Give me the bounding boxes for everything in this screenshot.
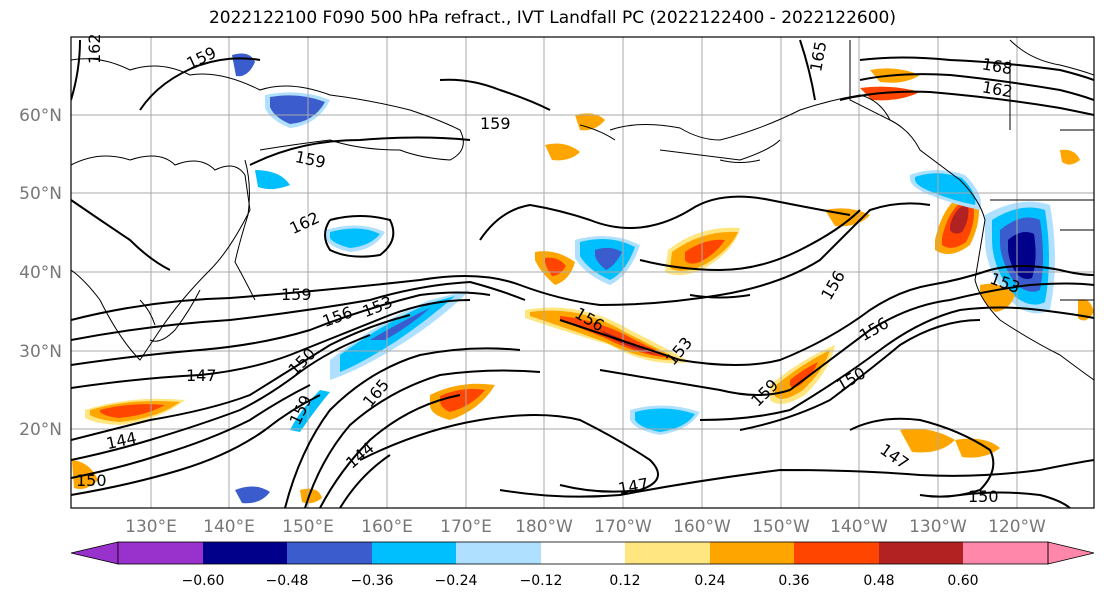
- colorbar-bin: [541, 542, 625, 564]
- colorbar-bin: [963, 542, 1048, 564]
- colorbar-bin: [625, 542, 710, 564]
- colorbar-tick: −0.36: [351, 573, 394, 589]
- lon-label: 140°E: [203, 517, 255, 537]
- contour-label: 147: [617, 474, 650, 498]
- colorbar-tick: 0.48: [863, 573, 894, 589]
- longitude-labels: 130°E 140°E 150°E 160°E 170°E 180°W 170°…: [125, 517, 1046, 537]
- map-title: 2022122100 F090 500 hPa refract., IVT La…: [208, 8, 896, 28]
- lon-label: 140°W: [830, 517, 888, 537]
- colorbar-bin: [879, 542, 963, 564]
- graticule: [71, 37, 1094, 508]
- lon-label: 160°W: [673, 517, 731, 537]
- lat-label: 50°N: [19, 184, 62, 204]
- contour-label: 162: [287, 208, 323, 238]
- colorbar-bin: [710, 542, 794, 564]
- lon-label: 120°W: [988, 517, 1046, 537]
- contour-label: 159: [480, 114, 511, 133]
- colorbar-bin: [118, 542, 203, 564]
- contour-label: 150: [968, 487, 999, 506]
- lat-label: 40°N: [19, 263, 62, 283]
- refractivity-contours: [71, 39, 1094, 508]
- colorbar-low-extend: [70, 541, 119, 565]
- lat-label: 60°N: [19, 106, 62, 126]
- lon-label: 170°E: [440, 517, 492, 537]
- colorbar-bin: [287, 542, 372, 564]
- contour-label: 156: [817, 267, 849, 303]
- contour-label: 150: [833, 363, 869, 395]
- contour-label: 150: [76, 471, 107, 490]
- colorbar-bin: [456, 542, 541, 564]
- contour-label: 159: [184, 43, 220, 73]
- contour-label: 165: [806, 40, 830, 73]
- colorbar-bin: [794, 542, 879, 564]
- contour-label: 153: [662, 333, 696, 369]
- lon-label: 170°W: [594, 517, 652, 537]
- anomaly-shading: [72, 53, 1094, 504]
- lon-label: 150°W: [752, 517, 810, 537]
- colorbar-high-extend: [1047, 541, 1095, 565]
- lon-label: 130°E: [125, 517, 177, 537]
- lon-label: 180°W: [515, 517, 573, 537]
- colorbar-tick: 0.24: [694, 573, 725, 589]
- map-frame: [70, 36, 1095, 509]
- contour-label: 168: [981, 54, 1014, 78]
- colorbar-tick: 0.36: [778, 573, 809, 589]
- contour-label: 159: [281, 285, 312, 304]
- contour-label: 153: [360, 292, 395, 321]
- colorbar-bin: [372, 542, 456, 564]
- coastlines: [71, 39, 1094, 381]
- colorbar-tick: −0.48: [266, 573, 309, 589]
- colorbar-tick: −0.24: [435, 573, 478, 589]
- colorbar-tick: −0.60: [182, 573, 225, 589]
- colorbar-bin: [203, 542, 287, 564]
- latitude-labels: 60°N 50°N 40°N 30°N 20°N: [19, 106, 62, 440]
- contour-label: 156: [856, 313, 892, 345]
- colorbar: −0.60 −0.48 −0.36 −0.24 −0.12 0.12 0.24 …: [70, 541, 1095, 589]
- colorbar-tick: 0.60: [947, 573, 978, 589]
- lon-label: 130°W: [909, 517, 967, 537]
- contour-label: 147: [876, 440, 912, 473]
- colorbar-tick: 0.12: [609, 573, 640, 589]
- contour-label: 159: [293, 147, 327, 172]
- lon-label: 150°E: [282, 517, 334, 537]
- contour-label: 150: [284, 344, 319, 379]
- colorbar-tick: −0.12: [520, 573, 563, 589]
- lat-label: 30°N: [19, 342, 62, 362]
- contour-label: 144: [104, 428, 138, 453]
- lat-label: 20°N: [19, 420, 62, 440]
- contour-label: 162: [85, 33, 104, 64]
- contour-label: 147: [186, 366, 217, 385]
- lon-label: 160°E: [361, 517, 413, 537]
